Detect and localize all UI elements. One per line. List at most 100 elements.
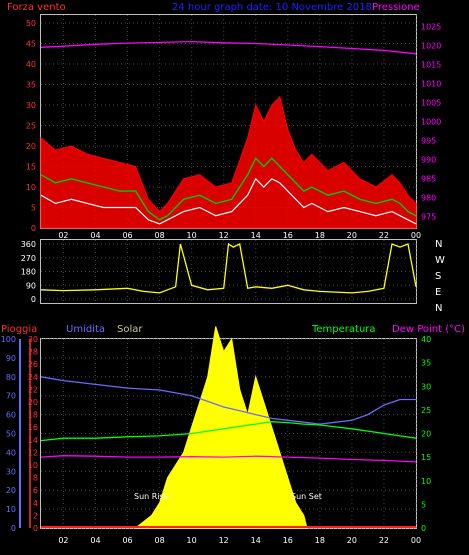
humidity-y-tick-label: 20 bbox=[6, 486, 16, 495]
wind-axis-title: Forza vento bbox=[7, 2, 66, 13]
wind-x-tick-label: 10 bbox=[187, 231, 197, 240]
pressure-y-tick-label: 1015 bbox=[421, 60, 441, 69]
chart-marks bbox=[40, 40, 417, 529]
temperature-series bbox=[40, 421, 417, 442]
wind-y-tick-label: 20 bbox=[26, 142, 36, 151]
humidity-y-tick-label: 60 bbox=[6, 411, 16, 420]
solar-legend: Solar bbox=[117, 324, 143, 335]
humidity-y-tick-label: 50 bbox=[6, 430, 16, 439]
temperature-y-tick-label: 15 bbox=[421, 453, 431, 462]
pressure-y-tick-label: 1020 bbox=[421, 41, 441, 50]
rain-y-tick-label: 8 bbox=[33, 474, 38, 483]
sunrise-annotation: Sun Rise bbox=[134, 492, 169, 501]
wind-x-tick-label: 04 bbox=[90, 231, 100, 240]
temperature-y-tick-label: 25 bbox=[421, 406, 431, 415]
direction-y-tick-label: 270 bbox=[21, 254, 36, 263]
temperature-y-tick-label: 35 bbox=[421, 359, 431, 368]
chart-title: 24 hour graph date: 10 Novembre 2018 bbox=[172, 2, 372, 13]
rain-y-tick-label: 30 bbox=[28, 335, 38, 344]
wind-x-tick-label: 22 bbox=[379, 231, 389, 240]
wind-y-tick-label: 25 bbox=[26, 122, 36, 131]
dir-label-e: E bbox=[435, 287, 441, 298]
wind-y-tick-label: 45 bbox=[26, 40, 36, 49]
wind-y-tick-label: 5 bbox=[31, 204, 36, 213]
dir-label-n-bottom: N bbox=[435, 303, 442, 314]
wind-x-tick-label: 12 bbox=[219, 231, 229, 240]
wind-y-tick-label: 10 bbox=[26, 183, 36, 192]
rain-y-tick-label: 12 bbox=[28, 448, 38, 457]
humidity-legend: Umidita bbox=[66, 324, 105, 335]
pressure-y-tick-label: 1005 bbox=[421, 98, 441, 107]
humidity-y-tick-label: 0 bbox=[11, 524, 16, 533]
pressure-y-tick-label: 1025 bbox=[421, 22, 441, 31]
rain-y-tick-label: 4 bbox=[33, 499, 38, 508]
wind-direction-series bbox=[40, 242, 417, 294]
humidity-y-tick-label: 80 bbox=[6, 373, 16, 382]
humidity-y-tick-label: 30 bbox=[6, 467, 16, 476]
bottom-x-tick-label: 00 bbox=[411, 536, 421, 545]
humidity-y-tick-label: 10 bbox=[6, 505, 16, 514]
rain-y-tick-label: 16 bbox=[28, 423, 38, 432]
rain-y-tick-label: 26 bbox=[28, 360, 38, 369]
pressure-y-tick-label: 985 bbox=[421, 175, 436, 184]
wind-average-series bbox=[40, 157, 417, 221]
bottom-x-tick-label: 20 bbox=[347, 536, 357, 545]
wind-y-tick-label: 40 bbox=[26, 60, 36, 69]
temperature-y-tick-label: 40 bbox=[421, 335, 431, 344]
temperature-y-tick-label: 5 bbox=[421, 500, 426, 509]
rain-y-tick-label: 24 bbox=[28, 373, 38, 382]
bottom-x-tick-label: 12 bbox=[219, 536, 229, 545]
dir-label-s: S bbox=[435, 271, 441, 282]
rain-y-tick-label: 6 bbox=[33, 486, 38, 495]
tick-labels: 02 04 06 08 10 12 14 16 18 20 22 000510152025303540… bbox=[1, 19, 442, 545]
rain-y-tick-label: 2 bbox=[33, 511, 38, 520]
bottom-x-tick-label: 02 bbox=[58, 536, 68, 545]
humidity-y-tick-label: 40 bbox=[6, 448, 16, 457]
temperature-legend: Temperatura bbox=[311, 324, 376, 335]
bottom-x-tick-label: 06 bbox=[122, 536, 132, 545]
bottom-x-tick-label: 04 bbox=[90, 536, 100, 545]
wind-x-tick-label: 02 bbox=[58, 231, 68, 240]
wind-y-tick-label: 15 bbox=[26, 163, 36, 172]
pressure-y-tick-label: 990 bbox=[421, 156, 436, 165]
wind-x-tick-label: 06 bbox=[122, 231, 132, 240]
wind-x-tick-label: 16 bbox=[283, 231, 293, 240]
temperature-y-tick-label: 10 bbox=[421, 477, 431, 486]
pressure-axis-title: Pressione bbox=[372, 2, 420, 13]
pressure-y-tick-label: 980 bbox=[421, 194, 436, 203]
wind-gust-series bbox=[40, 95, 417, 229]
humidity-y-tick-label: 70 bbox=[6, 392, 16, 401]
temperature-y-tick-label: 30 bbox=[421, 382, 431, 391]
bottom-x-tick-label: 08 bbox=[154, 536, 164, 545]
wind-x-tick-label: 18 bbox=[315, 231, 325, 240]
pressure-y-tick-label: 1010 bbox=[421, 79, 441, 88]
rain-y-tick-label: 20 bbox=[28, 398, 38, 407]
humidity-series bbox=[40, 376, 416, 425]
wind-y-tick-label: 35 bbox=[26, 81, 36, 90]
pressure-series bbox=[40, 40, 417, 55]
pressure-y-tick-label: 975 bbox=[421, 213, 436, 222]
bottom-x-tick-label: 18 bbox=[315, 536, 325, 545]
humidity-y-tick-label: 90 bbox=[6, 354, 16, 363]
temperature-y-tick-label: 0 bbox=[421, 524, 426, 533]
pressure-y-tick-label: 1000 bbox=[421, 118, 441, 127]
rain-y-tick-label: 22 bbox=[28, 385, 38, 394]
direction-y-tick-label: 0 bbox=[31, 295, 36, 304]
rain-y-tick-label: 14 bbox=[28, 436, 38, 445]
humidity-y-tick-label: 100 bbox=[1, 335, 16, 344]
temperature-y-tick-label: 20 bbox=[421, 430, 431, 439]
wind-x-tick-label: 00 bbox=[411, 231, 421, 240]
rain-y-tick-label: 10 bbox=[28, 461, 38, 470]
wind-x-tick-label: 14 bbox=[251, 231, 261, 240]
bottom-x-tick-label: 14 bbox=[251, 536, 261, 545]
wind-speed-series bbox=[40, 177, 417, 225]
dewpoint-series bbox=[40, 455, 417, 463]
dir-label-n-top: N bbox=[435, 239, 442, 250]
bottom-x-tick-label: 16 bbox=[283, 536, 293, 545]
direction-y-tick-label: 180 bbox=[21, 268, 36, 277]
wind-x-tick-label: 20 bbox=[347, 231, 357, 240]
rain-legend: Pioggia bbox=[1, 324, 37, 335]
dir-label-w: W bbox=[435, 255, 445, 266]
bottom-x-tick-label: 10 bbox=[187, 536, 197, 545]
